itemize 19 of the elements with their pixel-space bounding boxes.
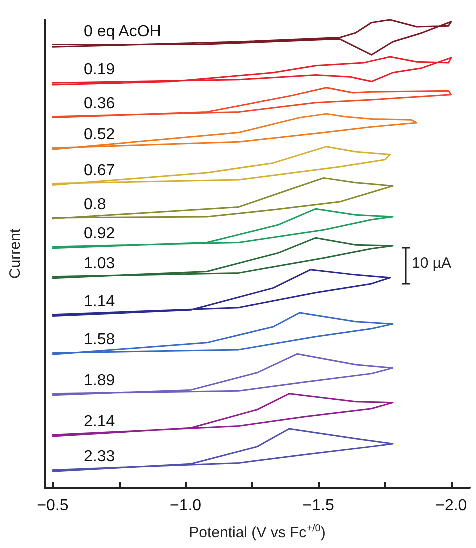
series-label: 0 eq AcOH xyxy=(84,23,162,40)
series-label: 1.03 xyxy=(84,255,116,272)
series-label: 0.36 xyxy=(84,95,116,112)
series-label: 0.67 xyxy=(84,162,116,180)
series-label: 0.52 xyxy=(84,126,116,144)
series-label: 0.92 xyxy=(84,225,116,242)
y-axis-title: Current xyxy=(7,228,24,280)
x-tick-label: −2.0 xyxy=(436,498,468,514)
series-label: 2.33 xyxy=(84,448,116,466)
series-label: 1.14 xyxy=(84,293,116,310)
series-label: 1.58 xyxy=(84,332,116,349)
x-tick-label: −1.5 xyxy=(302,498,334,514)
series-label: 2.14 xyxy=(84,414,116,431)
series-label: 0.8 xyxy=(84,196,106,214)
series-label: 0.19 xyxy=(84,62,116,79)
annotation: 10 µA xyxy=(412,255,452,272)
x-tick-label: −0.5 xyxy=(37,498,69,514)
series-label: 1.89 xyxy=(84,372,116,390)
x-tick-label: −1.0 xyxy=(170,498,202,514)
